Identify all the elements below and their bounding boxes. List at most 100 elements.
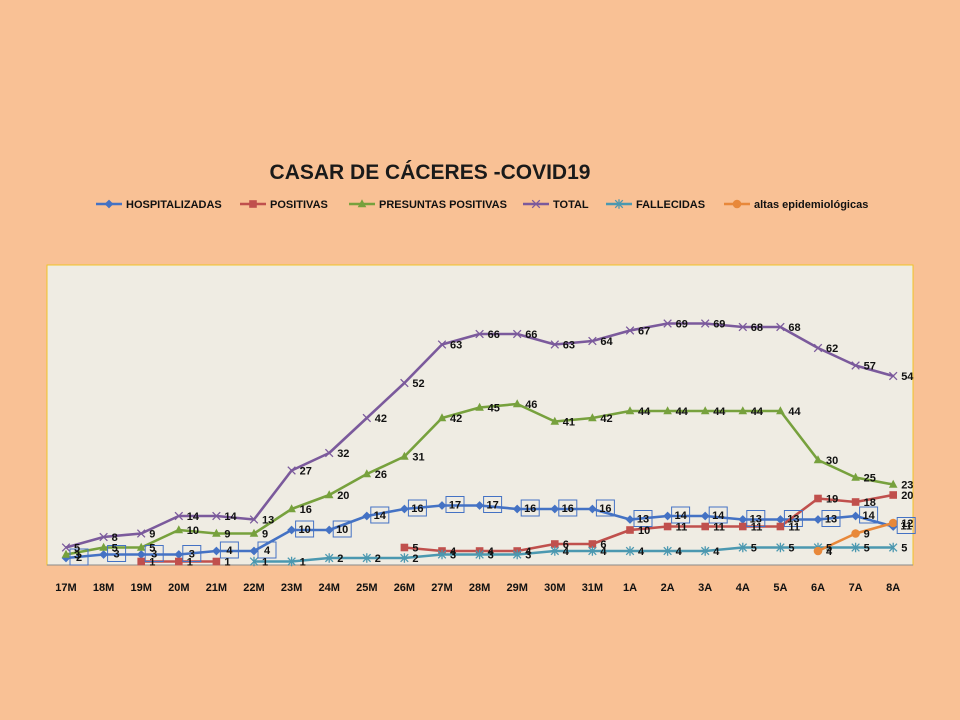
data-label: 14 [374,510,387,522]
data-label: 52 [412,378,424,390]
data-point [400,553,409,563]
x-tick-label: 6A [811,582,825,594]
legend-entry: POSITIVAS [240,199,328,211]
data-label-box [219,541,239,559]
data-label: 18 [864,497,876,509]
data-label: 4 [713,546,720,558]
data-label: 4 [676,546,683,558]
data-label: 67 [638,326,650,338]
data-label: 69 [676,319,688,331]
data-point [663,406,672,415]
data-label: 63 [450,340,462,352]
data-point [776,522,785,531]
data-label: 44 [676,406,689,418]
legend: HOSPITALIZADAS POSITIVAS PRESUNTAS POSITIV… [96,199,868,211]
data-label: 1 [262,557,268,569]
data-label: 11 [751,522,763,534]
data-label: 63 [563,340,575,352]
data-point [663,319,672,328]
data-point [851,529,860,538]
legend-label: FALLECIDAS [636,199,705,211]
data-label: 16 [599,503,611,515]
data-point [249,528,259,537]
legend-label: altas epidemiológicas [754,199,868,211]
data-point [249,515,259,524]
x-tick-label: 5A [773,582,787,594]
data-point [625,326,635,335]
data-point [136,529,146,538]
data-label: 13 [637,514,649,526]
data-point [888,518,898,528]
data-label: 68 [751,322,763,334]
data-label: 42 [450,413,462,425]
series-positivas [137,491,897,566]
x-tick-label: 22M [243,582,264,594]
data-point [437,549,447,560]
data-label: 11 [713,522,725,534]
data-label: 32 [337,448,349,460]
data-label: 5 [826,543,832,555]
data-label: 68 [788,322,800,334]
data-point [475,402,484,411]
series-hospitalizadas [61,501,898,563]
x-tick-label: 24M [318,582,339,594]
data-point [287,466,296,475]
legend-entry: FALLECIDAS [606,199,705,211]
data-label: 14 [674,510,687,522]
data-label: 44 [751,406,764,418]
data-point [175,557,183,566]
x-tick-label: 2A [661,582,675,594]
data-point [851,472,860,481]
data-point [700,511,710,521]
data-label-box [144,545,164,562]
x-tick-label: 8A [886,582,900,594]
data-label: 2 [76,552,82,564]
data-point [400,543,409,552]
legend-marker [357,199,367,208]
data-label: 2 [412,553,418,565]
data-point [588,540,597,548]
data-point [475,329,484,339]
x-tick-label: 20M [168,582,189,594]
legend-marker [104,199,114,209]
data-point [249,546,259,556]
data-point [889,491,897,499]
data-label-box [821,510,841,527]
data-label: 16 [300,504,312,516]
data-label-box [407,499,427,517]
data-point [663,546,672,556]
data-label-box [520,499,540,517]
data-point [174,525,184,534]
data-label: 3 [189,549,195,561]
data-label: 11 [900,521,912,533]
data-point [738,406,748,415]
x-tick-label: 4A [736,582,750,594]
data-point [813,515,823,524]
series-group [61,319,898,567]
data-point [663,522,672,531]
data-label: 5 [112,543,118,555]
data-label: 5 [788,543,794,555]
legend-entry: altas epidemiológicas [724,199,868,211]
data-label: 9 [262,529,268,541]
data-point [776,322,785,332]
data-point [400,378,409,388]
legend-label: HOSPITALIZADAS [126,199,222,211]
x-tick-label: 21M [206,582,227,594]
x-tick-label: 28M [469,582,490,594]
data-point [61,543,71,552]
series-total [61,319,898,552]
data-label: 69 [713,319,725,331]
data-label-box [107,545,127,562]
data-point [738,542,748,553]
data-point [437,413,447,422]
data-point [700,546,710,556]
data-label: 66 [525,329,537,341]
data-label: 5 [149,543,155,555]
data-point [437,340,447,349]
legend-label: POSITIVAS [270,199,328,211]
x-tick-label: 17M [55,582,76,594]
data-point [99,542,108,551]
data-point [776,542,785,553]
data-label: 13 [787,514,799,526]
